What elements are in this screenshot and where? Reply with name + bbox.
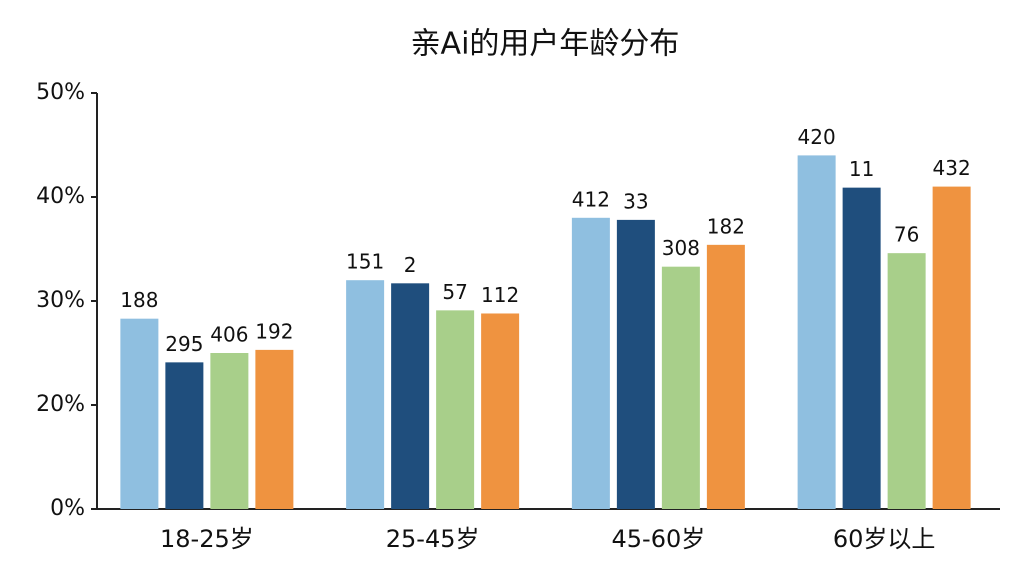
bar-label: 112 [481,283,519,307]
y-tick-label: 20% [36,392,85,417]
bar [706,244,745,509]
bar-label: 151 [346,250,384,274]
bar [255,349,294,509]
bar-label: 57 [442,280,467,304]
bar [391,283,430,509]
chart-title: 亲Ai的用户年龄分布 [411,27,680,62]
bar [481,313,520,509]
bar [571,217,610,510]
bar [436,310,475,509]
y-tick-label: 30% [36,288,85,313]
bar-label: 432 [933,156,971,180]
bar-label: 2 [404,253,417,277]
bar-label: 295 [165,332,203,356]
bar-label: 420 [798,125,836,149]
x-tick-label: 45-60岁 [612,525,706,553]
bar-label: 11 [849,157,874,181]
bar-label: 308 [662,236,700,260]
bar [661,266,700,509]
bar [842,187,881,509]
y-tick-label: 40% [36,184,85,209]
bar-label: 412 [572,187,610,211]
x-tick-label: 25-45岁 [386,525,480,553]
bar-label: 33 [623,189,648,213]
bar [346,280,385,509]
x-tick-label: 60岁以上 [833,525,936,553]
bar [887,253,926,509]
bar-label: 182 [707,214,745,238]
bar [932,186,971,509]
y-tick-label: 0% [50,496,85,521]
bar-label: 188 [120,288,158,312]
bar [616,219,655,509]
bar [797,155,836,509]
bar-label: 192 [255,319,293,343]
bar [165,362,204,509]
x-tick-label: 18-25岁 [160,525,254,553]
bar [120,318,159,509]
y-tick-label: 50% [36,80,85,105]
bar-label: 76 [894,223,919,247]
bar-label: 406 [210,323,248,347]
bar [210,353,249,509]
